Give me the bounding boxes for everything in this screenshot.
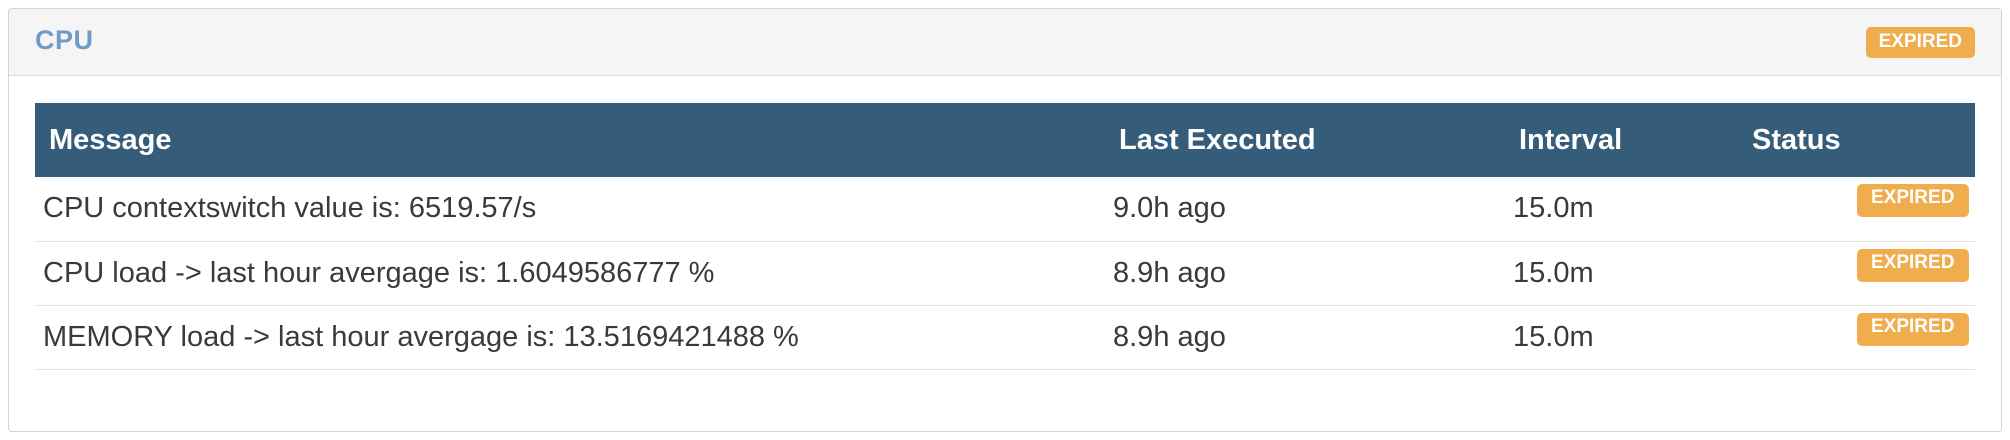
table-row[interactable]: CPU contextswitch value is: 6519.57/s 9.… xyxy=(35,177,1975,241)
row-status-badge: EXPIRED xyxy=(1857,312,1969,346)
column-header-last-executed[interactable]: Last Executed xyxy=(1119,123,1316,156)
column-header-status[interactable]: Status xyxy=(1752,123,1841,156)
row-status-cell: EXPIRED xyxy=(1738,305,1975,369)
cpu-check-panel: CPU EXPIRED Message Last Executed Interv… xyxy=(8,8,2002,432)
table-row[interactable]: MEMORY load -> last hour avergage is: 13… xyxy=(35,305,1975,369)
panel-title[interactable]: CPU xyxy=(35,25,94,55)
row-interval: 15.0m xyxy=(1513,320,1594,353)
row-message: CPU contextswitch value is: 6519.57/s xyxy=(43,192,537,225)
table-header: Message Last Executed Interval Status xyxy=(35,103,1975,177)
row-status-badge: EXPIRED xyxy=(1857,184,1969,218)
row-last-executed: 9.0h ago xyxy=(1113,192,1226,225)
panel-status-badge: EXPIRED xyxy=(1865,27,1975,58)
row-last-executed: 8.9h ago xyxy=(1113,320,1226,353)
checks-table: Message Last Executed Interval Status CP… xyxy=(35,103,1975,370)
row-message: MEMORY load -> last hour avergage is: 13… xyxy=(43,320,799,353)
checks-table-wrapper: Message Last Executed Interval Status CP… xyxy=(35,103,1975,370)
row-status-badge: EXPIRED xyxy=(1857,248,1969,282)
row-interval: 15.0m xyxy=(1513,256,1594,289)
table-row[interactable]: CPU load -> last hour avergage is: 1.604… xyxy=(35,241,1975,305)
column-header-message[interactable]: Message xyxy=(49,123,172,156)
row-last-executed: 8.9h ago xyxy=(1113,256,1226,289)
table-body: CPU contextswitch value is: 6519.57/s 9.… xyxy=(35,177,1975,369)
row-message: CPU load -> last hour avergage is: 1.604… xyxy=(43,256,715,289)
column-header-interval[interactable]: Interval xyxy=(1519,123,1623,156)
row-status-cell: EXPIRED xyxy=(1738,177,1975,241)
panel-header: CPU EXPIRED xyxy=(9,9,2001,76)
row-interval: 15.0m xyxy=(1513,192,1594,225)
table-header-row: Message Last Executed Interval Status xyxy=(35,103,1975,177)
row-status-cell: EXPIRED xyxy=(1738,241,1975,305)
